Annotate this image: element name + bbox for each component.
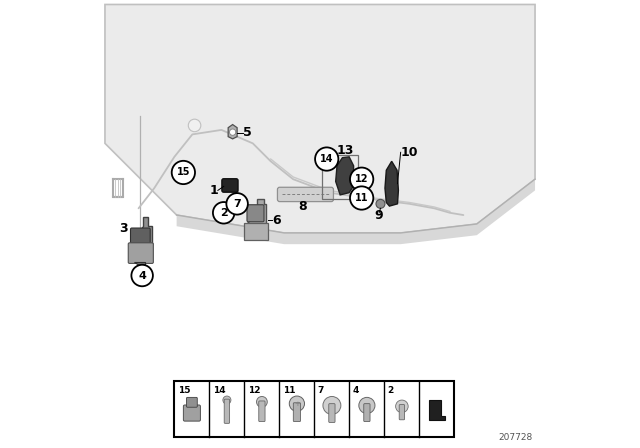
Polygon shape [244, 223, 269, 240]
Circle shape [213, 202, 234, 224]
Text: 1: 1 [209, 184, 218, 197]
Circle shape [172, 161, 195, 184]
Text: 7: 7 [317, 386, 324, 395]
Polygon shape [385, 161, 398, 206]
Text: 6: 6 [272, 214, 281, 227]
Text: 2: 2 [220, 208, 228, 218]
Polygon shape [246, 199, 266, 224]
FancyBboxPatch shape [131, 228, 150, 243]
Text: 12: 12 [248, 386, 260, 395]
Polygon shape [335, 157, 353, 195]
Circle shape [289, 396, 305, 411]
Text: 14: 14 [320, 154, 333, 164]
Text: 15: 15 [177, 168, 190, 177]
Text: 4: 4 [138, 271, 146, 280]
FancyBboxPatch shape [174, 381, 454, 437]
Text: 10: 10 [401, 146, 418, 159]
Text: 11: 11 [355, 193, 369, 203]
FancyBboxPatch shape [277, 187, 333, 202]
Circle shape [376, 199, 385, 208]
Circle shape [396, 400, 408, 413]
FancyBboxPatch shape [329, 404, 335, 422]
Polygon shape [129, 217, 152, 244]
Text: 207728: 207728 [499, 433, 532, 442]
Circle shape [359, 397, 375, 414]
FancyBboxPatch shape [186, 397, 197, 407]
Text: 13: 13 [337, 143, 354, 157]
Circle shape [257, 396, 268, 407]
Text: 14: 14 [212, 386, 225, 395]
FancyBboxPatch shape [247, 205, 264, 222]
Circle shape [350, 186, 373, 210]
Text: 8: 8 [299, 200, 307, 214]
Text: +: + [294, 401, 300, 407]
Polygon shape [429, 400, 445, 420]
Text: 7: 7 [233, 199, 241, 209]
FancyBboxPatch shape [222, 179, 238, 192]
FancyBboxPatch shape [224, 399, 230, 423]
Text: 2: 2 [388, 386, 394, 395]
FancyBboxPatch shape [364, 404, 370, 422]
Text: 9: 9 [375, 209, 383, 223]
Text: 12: 12 [355, 174, 369, 184]
Text: 3: 3 [120, 222, 128, 235]
FancyBboxPatch shape [184, 405, 200, 421]
FancyBboxPatch shape [259, 401, 265, 422]
Circle shape [188, 119, 201, 132]
Circle shape [131, 265, 153, 286]
Circle shape [230, 129, 236, 135]
Polygon shape [105, 4, 535, 233]
Text: 5: 5 [243, 126, 252, 139]
Polygon shape [134, 262, 145, 270]
Circle shape [350, 168, 373, 191]
Polygon shape [177, 179, 535, 244]
Circle shape [315, 147, 339, 171]
Polygon shape [228, 125, 237, 139]
FancyBboxPatch shape [293, 403, 301, 422]
FancyBboxPatch shape [128, 243, 154, 263]
Circle shape [323, 396, 341, 414]
Text: 15: 15 [177, 386, 190, 395]
Circle shape [227, 193, 248, 215]
Text: 4: 4 [353, 386, 359, 395]
Text: 11: 11 [282, 386, 295, 395]
Circle shape [223, 396, 231, 404]
FancyBboxPatch shape [399, 405, 404, 420]
